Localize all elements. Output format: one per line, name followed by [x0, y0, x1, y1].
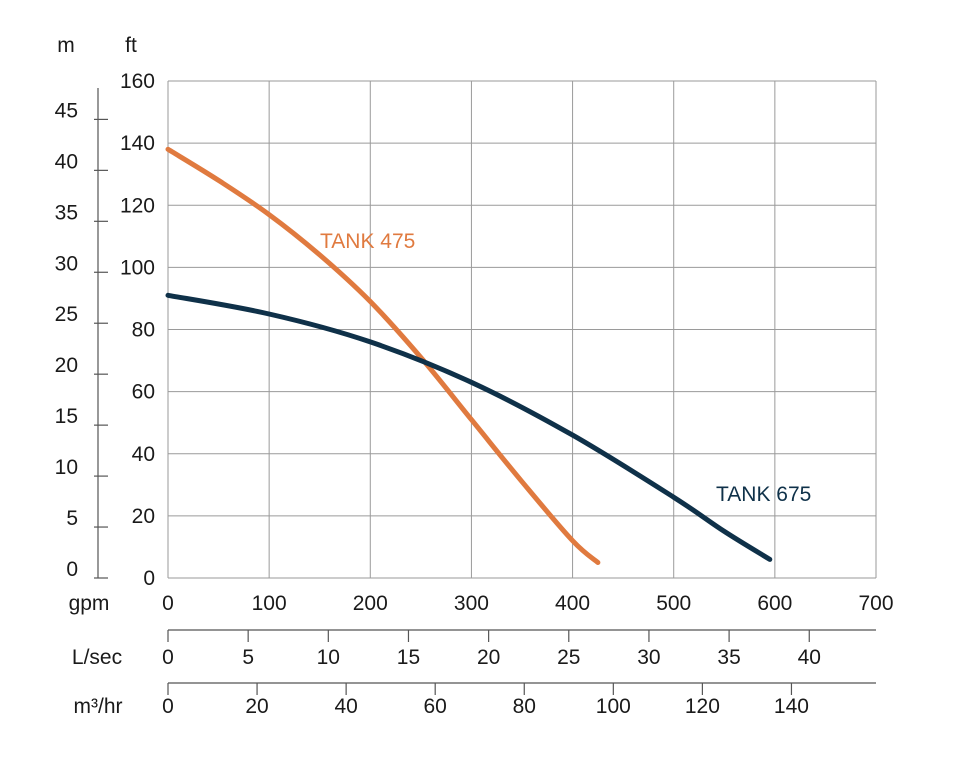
y-tick-label-meters: 10 [55, 456, 78, 479]
x-tick-label-gpm: 300 [454, 592, 489, 615]
y-tick-label-feet: 160 [120, 70, 155, 93]
y-tick-label-feet: 100 [120, 256, 155, 279]
axes [94, 88, 876, 695]
x-tick-label-gpm: 700 [858, 592, 893, 615]
y-tick-label-feet: 140 [120, 132, 155, 155]
y-tick-label-feet: 0 [143, 567, 155, 590]
x-tick-label-gpm: 600 [757, 592, 792, 615]
x-tick-label-gpm: 400 [555, 592, 590, 615]
y-tick-label-meters: 5 [66, 507, 78, 530]
x-tick-label-lsec: 15 [397, 646, 420, 669]
x-axis-label-lsec: L/sec [72, 646, 122, 669]
series-label-tank-475: TANK 475 [320, 230, 415, 253]
x-tick-label-m3hr: 40 [334, 695, 357, 718]
x-tick-label-lsec: 10 [317, 646, 340, 669]
x-tick-label-lsec: 25 [557, 646, 580, 669]
y-tick-label-meters: 15 [55, 405, 78, 428]
y-tick-label-feet: 80 [132, 319, 155, 342]
y-axis-label-meters: m [57, 34, 75, 57]
series-line-tank-475 [165, 146, 601, 565]
x-tick-label-lsec: 30 [637, 646, 660, 669]
x-tick-label-lsec: 20 [477, 646, 500, 669]
x-tick-label-m3hr: 20 [245, 695, 268, 718]
series-lines [165, 146, 773, 565]
x-tick-label-gpm: 100 [252, 592, 287, 615]
y-tick-label-feet: 40 [132, 443, 155, 466]
y-axis-label-feet: ft [125, 34, 137, 57]
x-tick-label-m3hr: 100 [596, 695, 631, 718]
x-tick-label-gpm: 200 [353, 592, 388, 615]
y-tick-label-feet: 60 [132, 381, 155, 404]
y-tick-label-meters: 45 [55, 99, 78, 122]
series-label-tank-675: TANK 675 [716, 483, 811, 506]
x-tick-label-m3hr: 140 [774, 695, 809, 718]
y-tick-label-meters: 30 [55, 252, 78, 275]
x-tick-label-lsec: 5 [242, 646, 254, 669]
x-tick-label-m3hr: 60 [424, 695, 447, 718]
x-tick-label-m3hr: 80 [513, 695, 536, 718]
x-axis-label-m3hr: m³/hr [74, 695, 123, 718]
y-tick-label-feet: 20 [132, 505, 155, 528]
x-tick-label-lsec: 0 [162, 646, 174, 669]
x-tick-label-lsec: 40 [798, 646, 821, 669]
y-tick-label-meters: 35 [55, 201, 78, 224]
y-tick-label-meters: 25 [55, 303, 78, 326]
labels: 051015202530354045m020406080100120140160… [55, 34, 894, 718]
x-axis-label-gpm: gpm [69, 592, 110, 615]
y-tick-label-meters: 40 [55, 150, 78, 173]
y-tick-label-feet: 120 [120, 194, 155, 217]
series-line-tank-675 [165, 292, 773, 562]
x-tick-label-m3hr: 120 [685, 695, 720, 718]
y-tick-label-meters: 20 [55, 354, 78, 377]
x-tick-label-lsec: 35 [717, 646, 740, 669]
x-tick-label-gpm: 500 [656, 592, 691, 615]
x-tick-label-m3hr: 0 [162, 695, 174, 718]
grid [167, 80, 877, 579]
x-tick-label-gpm: 0 [162, 592, 174, 615]
y-tick-label-meters: 0 [66, 558, 78, 581]
